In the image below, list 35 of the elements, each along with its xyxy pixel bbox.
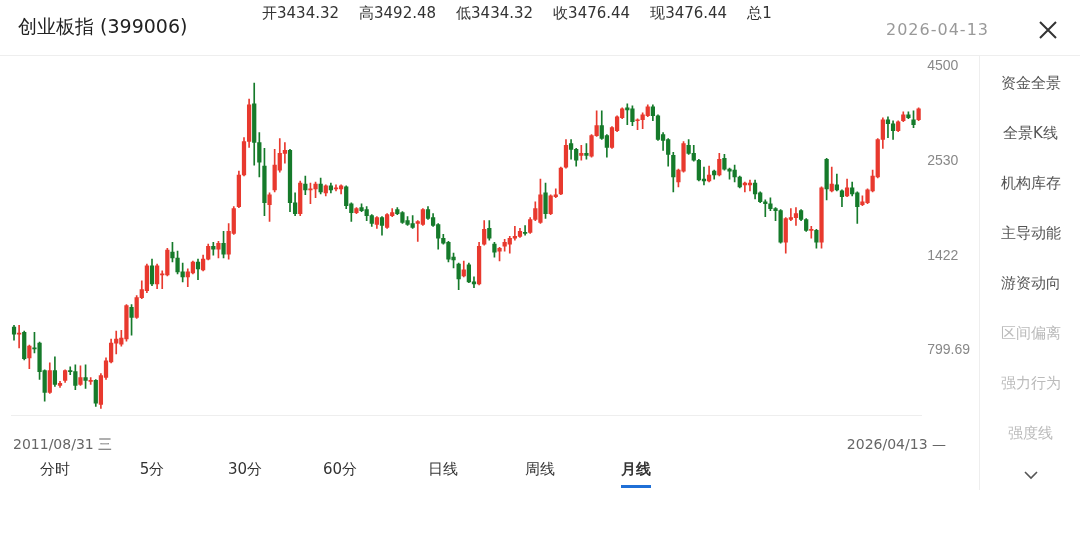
text: 周线 <box>525 460 555 479</box>
text: 低3434.32 <box>456 4 534 23</box>
text: 机构库存 <box>999 174 1062 193</box>
candlestick <box>885 116 891 138</box>
text: 现3476.44 <box>650 4 728 23</box>
text: 强度线 <box>1007 424 1054 443</box>
text: 60分 <box>322 460 358 479</box>
text: 2026-04-13 <box>886 20 989 39</box>
text: 5分 <box>139 460 165 479</box>
text: 月线 <box>621 460 651 488</box>
chart-title: 创业板指 (399006) <box>18 14 188 39</box>
candlestick <box>809 226 814 239</box>
text: 高3492.48 <box>359 4 437 23</box>
text: 全景K线 <box>1002 124 1059 143</box>
text: 2026/04/13 — <box>846 436 946 452</box>
candlestick <box>88 377 93 385</box>
text: 总1 <box>747 4 772 23</box>
text: 主导动能 <box>999 224 1062 243</box>
text: 区间偏离 <box>999 324 1062 343</box>
text: 游资动向 <box>999 274 1062 293</box>
text: 资金全景 <box>999 74 1062 93</box>
text: 分时 <box>40 460 70 479</box>
y-tick-label: 1422 <box>927 246 959 263</box>
text: 强力行为 <box>999 374 1062 393</box>
candlestick <box>522 225 528 236</box>
text: 开3434.32 <box>262 4 340 23</box>
text: 2011/08/31 三 <box>13 436 113 454</box>
y-tick-label: 799.69 <box>927 341 971 358</box>
text: 30分 <box>227 460 263 479</box>
candlestick <box>793 207 799 226</box>
y-tick-label: 2530 <box>927 151 959 168</box>
y-tick-label: 4500 <box>927 57 959 74</box>
candlestick <box>579 145 584 161</box>
text: 收3476.44 <box>553 4 631 23</box>
text: 日线 <box>428 460 458 479</box>
